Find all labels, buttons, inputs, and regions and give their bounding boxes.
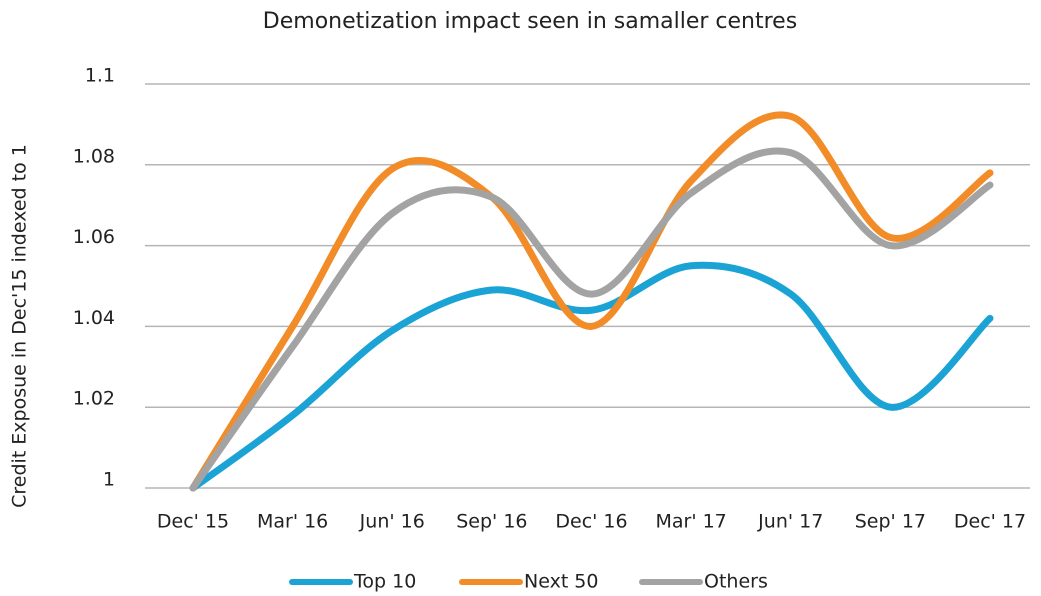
x-tick-label: Dec' 17: [954, 511, 1026, 533]
x-tick-label: Jun' 17: [757, 511, 823, 533]
x-tick-label: Jun' 16: [359, 511, 425, 533]
y-tick-label: 1.06: [73, 226, 115, 248]
x-tick-label: Dec' 16: [555, 511, 627, 533]
line-series: [189, 111, 994, 492]
y-tick-label: 1.02: [73, 388, 115, 410]
x-tick-label: Sep' 17: [855, 511, 926, 533]
y-tick-label: 1.1: [85, 65, 115, 87]
x-tick-label: Sep' 16: [456, 511, 527, 533]
line-series: [189, 147, 994, 492]
legend-label: Next 50: [524, 571, 598, 593]
legend-label: Others: [704, 571, 768, 593]
x-tick-label: Dec' 15: [157, 511, 229, 533]
y-axis-label: Credit Exposue in Dec'15 indexed to 1: [9, 144, 31, 508]
chart-title: Demonetization impact seen in samaller c…: [263, 9, 797, 34]
x-tick-label: Mar' 16: [257, 511, 328, 533]
y-tick-label: 1: [103, 469, 115, 491]
x-tick-label: Mar' 17: [655, 511, 726, 533]
y-tick-label: 1.04: [73, 307, 115, 329]
line-series: [189, 261, 994, 492]
legend-label: Top 10: [353, 571, 416, 593]
y-tick-label: 1.08: [73, 145, 115, 167]
